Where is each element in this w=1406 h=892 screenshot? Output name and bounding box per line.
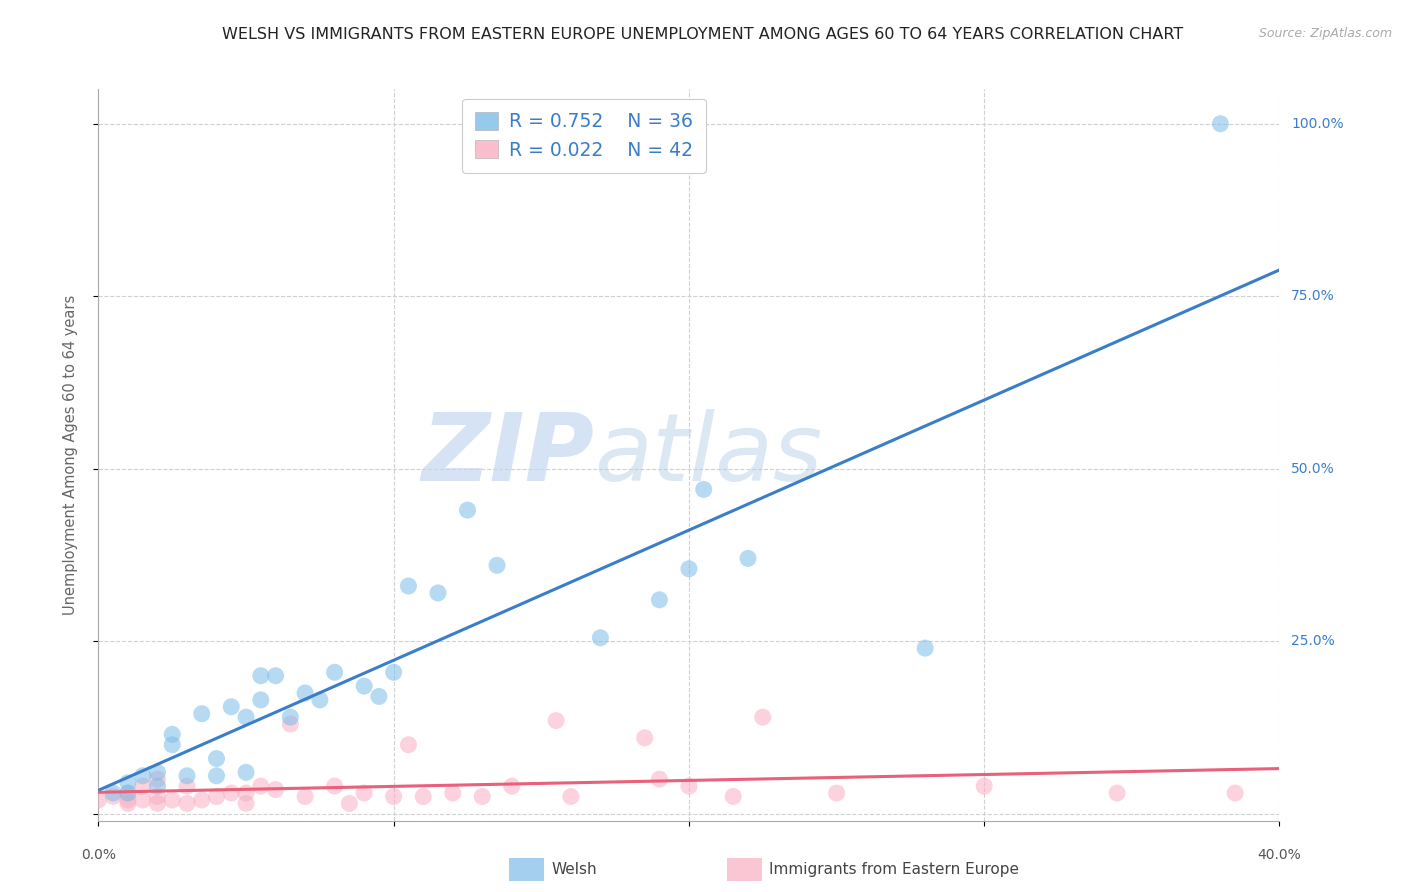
Point [278, 710, 302, 724]
Point [250, 669, 273, 683]
Point [396, 579, 419, 593]
Point [737, 551, 759, 566]
Text: Welsh: Welsh [551, 863, 596, 877]
Point [146, 765, 169, 780]
Point [235, 710, 257, 724]
Text: 100.0%: 100.0% [1291, 117, 1344, 131]
Point [146, 779, 169, 793]
Text: WELSH VS IMMIGRANTS FROM EASTERN EUROPE UNEMPLOYMENT AMONG AGES 60 TO 64 YEARS C: WELSH VS IMMIGRANTS FROM EASTERN EUROPE … [222, 27, 1184, 42]
Point [456, 503, 478, 517]
Point [117, 797, 139, 811]
Point [353, 679, 375, 693]
Point [235, 797, 257, 811]
Point [235, 765, 257, 780]
Point [278, 717, 302, 731]
Point [162, 738, 183, 752]
Point [1223, 786, 1246, 800]
Point [205, 789, 228, 804]
Point [382, 665, 405, 680]
Text: atlas: atlas [595, 409, 823, 500]
Point [146, 772, 169, 787]
Point [471, 789, 494, 804]
Point [678, 562, 700, 576]
Text: Source: ZipAtlas.com: Source: ZipAtlas.com [1258, 27, 1392, 40]
Point [589, 631, 612, 645]
Point [176, 797, 198, 811]
Point [353, 786, 375, 800]
Point [117, 793, 139, 807]
Point [103, 786, 125, 800]
Point [235, 786, 257, 800]
Point [693, 483, 716, 497]
Text: 75.0%: 75.0% [1291, 289, 1336, 303]
Point [914, 641, 936, 656]
Text: 25.0%: 25.0% [1291, 634, 1336, 648]
Point [721, 789, 744, 804]
Point [294, 789, 316, 804]
Point [205, 769, 228, 783]
Point [396, 738, 419, 752]
Point [412, 789, 434, 804]
Point [1105, 786, 1128, 800]
Point [176, 779, 198, 793]
Text: 40.0%: 40.0% [1257, 848, 1302, 863]
Point [146, 797, 169, 811]
Point [219, 786, 242, 800]
Point [117, 786, 139, 800]
Point [486, 558, 509, 573]
Point [368, 690, 391, 704]
Point [337, 797, 360, 811]
Point [250, 779, 273, 793]
Point [146, 789, 169, 804]
Point [132, 793, 155, 807]
Point [191, 706, 214, 721]
Text: 0.0%: 0.0% [82, 848, 115, 863]
Point [441, 786, 464, 800]
Point [751, 710, 773, 724]
Point [1209, 117, 1232, 131]
Text: Immigrants from Eastern Europe: Immigrants from Eastern Europe [769, 863, 1019, 877]
Point [648, 772, 671, 787]
Point [560, 789, 582, 804]
Point [264, 669, 287, 683]
Point [382, 789, 405, 804]
Point [633, 731, 655, 745]
Point [501, 779, 523, 793]
Legend: R = 0.752    N = 36, R = 0.022    N = 42: R = 0.752 N = 36, R = 0.022 N = 42 [463, 99, 706, 173]
Point [176, 769, 198, 783]
Point [219, 699, 242, 714]
Point [309, 693, 332, 707]
Point [678, 779, 700, 793]
Point [87, 793, 110, 807]
Point [250, 693, 273, 707]
Point [427, 586, 450, 600]
Point [132, 769, 155, 783]
Text: 50.0%: 50.0% [1291, 462, 1336, 475]
Point [117, 775, 139, 789]
Point [544, 714, 567, 728]
Point [162, 727, 183, 741]
Point [648, 592, 671, 607]
Point [205, 751, 228, 765]
Point [323, 779, 346, 793]
Point [264, 782, 287, 797]
Y-axis label: Unemployment Among Ages 60 to 64 years: Unemployment Among Ages 60 to 64 years [63, 294, 77, 615]
Point [294, 686, 316, 700]
Point [825, 786, 848, 800]
Text: ZIP: ZIP [422, 409, 595, 501]
Point [117, 786, 139, 800]
Point [191, 793, 214, 807]
Point [323, 665, 346, 680]
Point [973, 779, 995, 793]
Point [132, 779, 155, 793]
Point [103, 789, 125, 804]
Point [162, 793, 183, 807]
